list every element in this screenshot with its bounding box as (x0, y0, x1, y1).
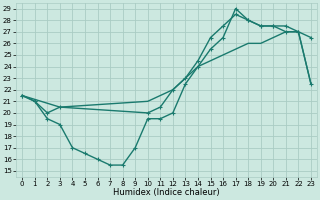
X-axis label: Humidex (Indice chaleur): Humidex (Indice chaleur) (113, 188, 220, 197)
